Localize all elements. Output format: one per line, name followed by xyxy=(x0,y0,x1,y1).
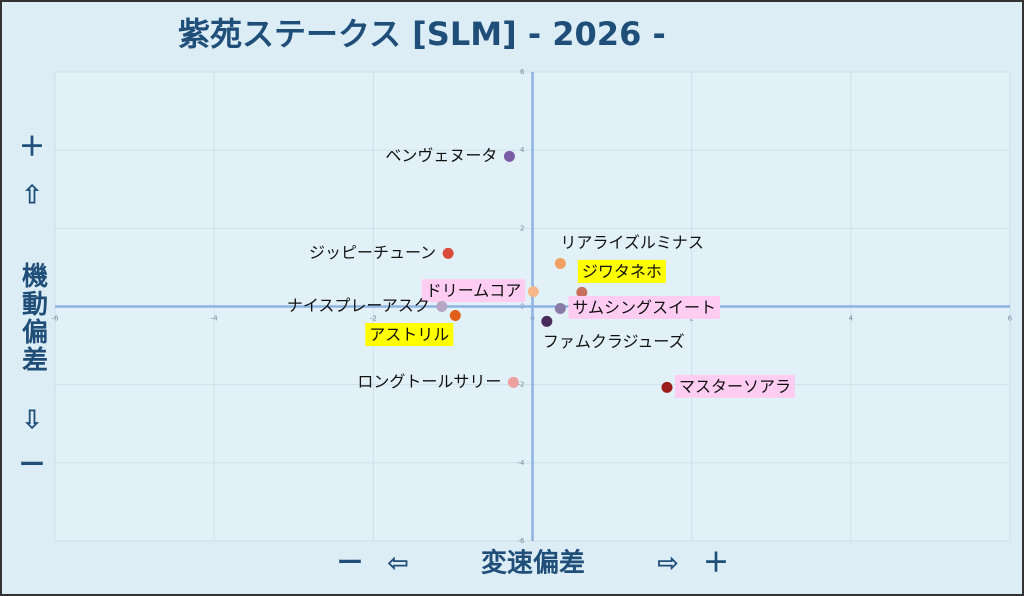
x-tick-label: -6 xyxy=(52,315,60,323)
point-label: リアライズルミナス xyxy=(560,233,704,252)
point xyxy=(436,301,448,312)
point-group: マスターソアラ xyxy=(661,374,796,398)
label-highlight xyxy=(421,279,526,303)
point xyxy=(661,381,673,393)
point-label: ジワタネホ xyxy=(582,262,662,281)
point-label: ドリームコア xyxy=(426,281,522,300)
point-label: ジッピーチューン xyxy=(309,243,436,262)
x-tick-label: 4 xyxy=(849,315,854,323)
point xyxy=(442,247,454,259)
point xyxy=(554,258,566,270)
x-tick-label: 6 xyxy=(1008,315,1013,323)
point-group: アストリル xyxy=(365,309,461,346)
point-group: サムシングスイート xyxy=(554,295,721,319)
point-label: アストリル xyxy=(369,325,449,344)
point xyxy=(507,376,519,388)
label-highlight xyxy=(365,322,454,346)
y-tick-label: -2 xyxy=(518,381,525,389)
x-tick-label: -2 xyxy=(370,315,377,323)
y-tick-label: -6 xyxy=(518,537,526,545)
y-axis-label: ＋ xyxy=(19,133,45,163)
point-group: ナイスプレーアスク xyxy=(287,296,448,315)
x-tick-label: -4 xyxy=(211,315,219,323)
point-group: ジワタネホ xyxy=(576,259,666,298)
x-axis-label: ⇨ xyxy=(657,549,679,579)
point xyxy=(503,150,515,162)
point-label: ベンヴェヌータ xyxy=(385,146,497,165)
point xyxy=(449,309,461,321)
point-group: ジッピーチューン xyxy=(309,243,454,262)
point-label: サムシングスイート xyxy=(572,298,716,317)
label-highlight xyxy=(674,374,796,398)
label-highlight xyxy=(568,295,721,319)
point-label: ファムクラジューズ xyxy=(543,332,685,351)
y-axis-label: 機動偏差 xyxy=(18,262,48,374)
chart-title: 紫苑ステークス [SLM] - 2026 - xyxy=(178,15,666,53)
x-axis-label: 変速偏差 xyxy=(481,548,585,579)
point-label: ナイスプレーアスク xyxy=(287,296,430,315)
x-axis-label: ー xyxy=(337,549,363,579)
point xyxy=(541,315,553,327)
y-tick-label: -4 xyxy=(518,459,526,467)
y-tick-label: 4 xyxy=(520,146,525,154)
point-group: ロングトールサリー xyxy=(357,372,519,391)
point-group: リアライズルミナス xyxy=(554,233,704,270)
point xyxy=(527,286,539,298)
y-axis-label: ー xyxy=(19,451,45,481)
y-tick-label: 6 xyxy=(520,68,525,76)
point-label: マスターソアラ xyxy=(679,377,791,396)
x-axis-label: ⇦ xyxy=(387,549,409,579)
y-axis-label: ⇩ xyxy=(21,406,43,436)
y-tick-label: 2 xyxy=(520,224,524,232)
point xyxy=(554,302,566,314)
y-axis-label: ⇧ xyxy=(21,181,43,211)
point-label: ロングトールサリー xyxy=(357,372,501,391)
point xyxy=(576,286,588,298)
x-axis-label: ＋ xyxy=(703,549,729,579)
label-highlight xyxy=(577,259,666,283)
point-group: ドリームコア xyxy=(421,279,539,303)
point-group: ベンヴェヌータ xyxy=(385,146,515,165)
point-group: ファムクラジューズ xyxy=(541,315,685,351)
